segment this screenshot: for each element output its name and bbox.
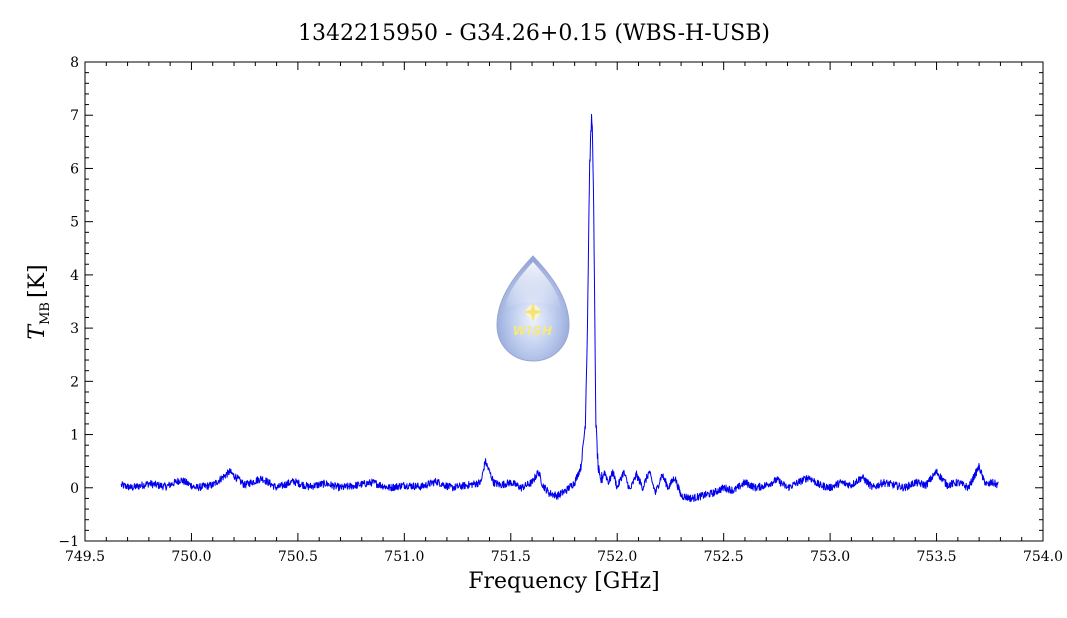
y-tick-label: 1 <box>70 428 79 444</box>
y-tick-label: 4 <box>70 268 79 284</box>
wish-logo: WISH <box>496 255 570 362</box>
y-axis-unit: [K] <box>25 264 50 298</box>
y-axis-subscript: MB <box>38 302 53 325</box>
plot-frame <box>84 61 1044 542</box>
x-tick-label: 753.5 <box>917 549 957 565</box>
tick-labels: 749.5 750.0 750.5 751.0 751.5 752.0 752.5 753.0… <box>58 55 1063 565</box>
star-icon <box>523 302 543 322</box>
svg-text:TMB[K]: TMB [K] <box>25 264 53 339</box>
x-tick-label: 752.5 <box>704 549 744 565</box>
x-tick-label: 749.5 <box>65 549 105 565</box>
y-tick-label: 8 <box>70 55 79 71</box>
logo-text: WISH <box>513 324 553 338</box>
chart-title: 1342215950 - G34.26+0.15 (WBS-H-USB) <box>298 21 770 46</box>
x-tick-label: 750.5 <box>278 549 318 565</box>
y-tick-label: 6 <box>70 161 79 177</box>
drop-highlight <box>505 262 561 310</box>
x-tick-label: 753.0 <box>810 549 850 565</box>
y-tick-label: 7 <box>70 108 79 124</box>
y-tick-label: 2 <box>70 374 79 390</box>
y-axis-label: TMB [K] <box>25 264 53 339</box>
x-tick-label: 750.0 <box>171 549 211 565</box>
y-axis-symbol: T <box>25 323 50 340</box>
x-tick-label: 754.0 <box>1023 549 1063 565</box>
axis-ticks <box>84 61 1044 542</box>
spectrum-line <box>120 113 999 503</box>
y-tick-label: 5 <box>70 215 79 231</box>
x-axis-label: Frequency [GHz] <box>468 569 660 594</box>
y-tick-label: −1 <box>58 534 79 550</box>
x-tick-label: 751.5 <box>491 549 531 565</box>
x-tick-label: 751.0 <box>384 549 424 565</box>
x-tick-label: 752.0 <box>597 549 637 565</box>
y-tick-label: 3 <box>70 321 79 337</box>
y-tick-label: 0 <box>70 481 79 497</box>
